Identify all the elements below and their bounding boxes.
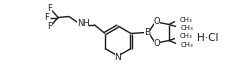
Text: B: B [143, 28, 149, 37]
Text: O: O [153, 39, 160, 48]
Text: O: O [153, 17, 160, 26]
Text: CH₃: CH₃ [179, 16, 192, 23]
Text: NH: NH [76, 19, 89, 28]
Text: CH₃: CH₃ [179, 34, 192, 39]
Text: F: F [47, 4, 52, 13]
Text: CH₃: CH₃ [180, 43, 193, 48]
Text: N: N [114, 53, 121, 62]
Text: CH₃: CH₃ [180, 26, 193, 32]
Text: H·Cl: H·Cl [196, 33, 218, 43]
Text: F: F [47, 22, 52, 31]
Text: F: F [44, 13, 49, 22]
